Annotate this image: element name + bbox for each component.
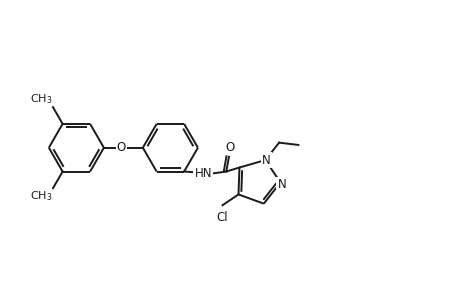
Text: CH$_3$: CH$_3$	[30, 92, 53, 106]
Text: N: N	[277, 178, 285, 191]
Text: O: O	[225, 141, 234, 154]
Text: Cl: Cl	[216, 211, 228, 224]
Text: HN: HN	[194, 167, 212, 180]
Text: N: N	[261, 154, 270, 166]
Text: CH$_3$: CH$_3$	[30, 189, 53, 203]
Text: O: O	[117, 141, 126, 154]
